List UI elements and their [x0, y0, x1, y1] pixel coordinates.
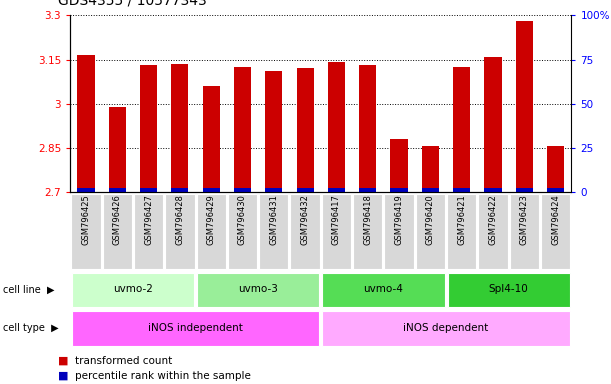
Text: GSM796429: GSM796429	[207, 194, 216, 245]
Bar	[447, 194, 477, 269]
Bar	[322, 273, 445, 307]
Bar	[203, 187, 220, 192]
Bar	[171, 187, 188, 192]
Text: GDS4355 / 10577343: GDS4355 / 10577343	[58, 0, 207, 8]
Bar	[78, 55, 95, 192]
Text: GSM796430: GSM796430	[238, 194, 247, 245]
Text: GSM796431: GSM796431	[269, 194, 278, 245]
Text: GSM796418: GSM796418	[364, 194, 372, 245]
Bar	[541, 194, 570, 269]
Bar	[359, 65, 376, 192]
Bar	[234, 187, 251, 192]
Text: iNOS independent: iNOS independent	[148, 323, 243, 333]
Bar	[290, 194, 320, 269]
Bar	[109, 189, 126, 192]
Bar	[140, 187, 157, 192]
Text: ■: ■	[58, 371, 68, 381]
Bar	[197, 194, 226, 269]
Bar	[390, 189, 408, 192]
Text: Spl4-10: Spl4-10	[489, 284, 529, 294]
Text: ■: ■	[58, 356, 68, 366]
Text: GSM796425: GSM796425	[81, 194, 90, 245]
Bar	[71, 273, 194, 307]
Text: GSM796420: GSM796420	[426, 194, 435, 245]
Text: GSM796428: GSM796428	[175, 194, 185, 245]
Bar	[322, 194, 351, 269]
Bar	[453, 67, 470, 192]
Bar	[328, 63, 345, 192]
Bar	[228, 194, 257, 269]
Bar	[390, 139, 408, 192]
Bar	[353, 194, 382, 269]
Text: GSM796426: GSM796426	[113, 194, 122, 245]
Bar	[328, 187, 345, 192]
Bar	[422, 146, 439, 192]
Bar	[547, 189, 564, 192]
Text: GSM796421: GSM796421	[457, 194, 466, 245]
Bar	[453, 189, 470, 192]
Text: cell type  ▶: cell type ▶	[3, 323, 59, 333]
Text: uvmo-4: uvmo-4	[364, 284, 403, 294]
Text: GSM796427: GSM796427	[144, 194, 153, 245]
Bar	[384, 194, 414, 269]
Bar	[259, 194, 288, 269]
Bar	[71, 194, 101, 269]
Bar	[171, 64, 188, 192]
Bar	[78, 189, 95, 192]
Bar	[547, 146, 564, 192]
Text: GSM796419: GSM796419	[395, 194, 403, 245]
Bar	[478, 194, 508, 269]
Bar	[140, 65, 157, 192]
Bar	[165, 194, 194, 269]
Text: GSM796432: GSM796432	[301, 194, 310, 245]
Bar	[359, 187, 376, 192]
Text: GSM796423: GSM796423	[520, 194, 529, 245]
Bar	[447, 273, 570, 307]
Bar	[296, 187, 313, 192]
Bar	[516, 189, 533, 192]
Bar	[234, 67, 251, 192]
Bar	[485, 187, 502, 192]
Bar	[265, 71, 282, 192]
Text: iNOS dependent: iNOS dependent	[403, 323, 489, 333]
Text: uvmo-3: uvmo-3	[238, 284, 278, 294]
Bar	[485, 56, 502, 192]
Text: GSM796424: GSM796424	[551, 194, 560, 245]
Text: GSM796422: GSM796422	[489, 194, 497, 245]
Bar	[109, 107, 126, 192]
Text: GSM796417: GSM796417	[332, 194, 341, 245]
Bar	[265, 187, 282, 192]
Text: cell line  ▶: cell line ▶	[3, 285, 54, 295]
Bar	[415, 194, 445, 269]
Bar	[296, 68, 313, 192]
Bar	[203, 86, 220, 192]
Text: transformed count: transformed count	[75, 356, 172, 366]
Bar	[197, 273, 320, 307]
Bar	[134, 194, 163, 269]
Bar	[516, 21, 533, 192]
Bar	[103, 194, 132, 269]
Bar	[322, 311, 570, 346]
Text: uvmo-2: uvmo-2	[113, 284, 153, 294]
Bar	[422, 189, 439, 192]
Text: percentile rank within the sample: percentile rank within the sample	[75, 371, 251, 381]
Bar	[71, 311, 320, 346]
Bar	[510, 194, 539, 269]
